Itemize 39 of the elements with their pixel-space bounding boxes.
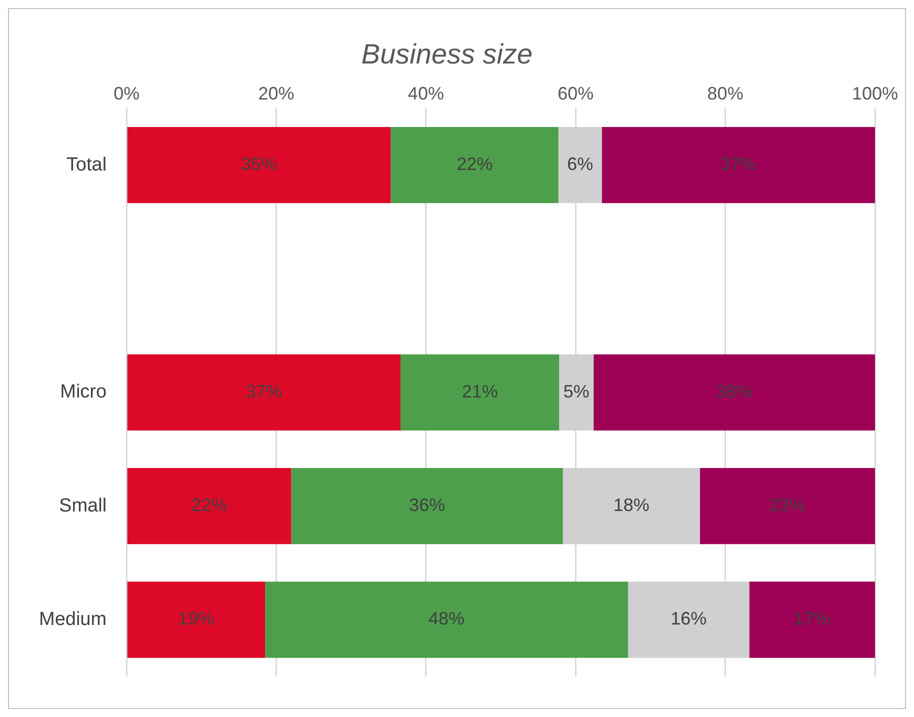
y-tick-label: Small [59,495,107,516]
x-tick-label: 40% [408,83,444,104]
bar [749,582,875,658]
bar [127,126,391,204]
y-tick-label: Micro [60,382,107,403]
bar [127,354,400,430]
data-label: 48% [428,608,465,629]
bar [127,468,292,544]
data-label: 37% [720,154,756,174]
data-label: 35% [241,154,278,174]
data-label: 18% [613,495,650,516]
data-label: 16% [670,608,707,629]
data-label: 36% [409,495,446,516]
bar [265,582,628,658]
data-label: 23% [769,495,806,516]
x-tick-label: 80% [707,83,744,104]
data-label: 6% [567,154,594,174]
bar [127,582,266,658]
data-label: 19% [178,608,214,629]
data-label: 17% [794,608,830,629]
chart-title: Business size [361,38,533,70]
bar [602,126,875,204]
x-tick-label: 0% [114,83,140,104]
x-tick-label: 100% [852,83,898,104]
bar [594,354,875,430]
bar [400,354,560,430]
data-label: 5% [563,381,590,402]
x-tick-label: 60% [558,83,594,104]
data-label: 38% [716,381,752,402]
bar [700,468,875,544]
bar [390,126,558,204]
y-tick-label: Total [66,154,107,176]
data-label: 22% [456,154,493,174]
data-label: 37% [246,381,282,402]
data-label: 21% [462,381,498,402]
y-tick-label: Medium [39,608,107,630]
bar [291,468,563,544]
data-label: 22% [191,495,228,516]
x-tick-label: 20% [258,83,294,104]
